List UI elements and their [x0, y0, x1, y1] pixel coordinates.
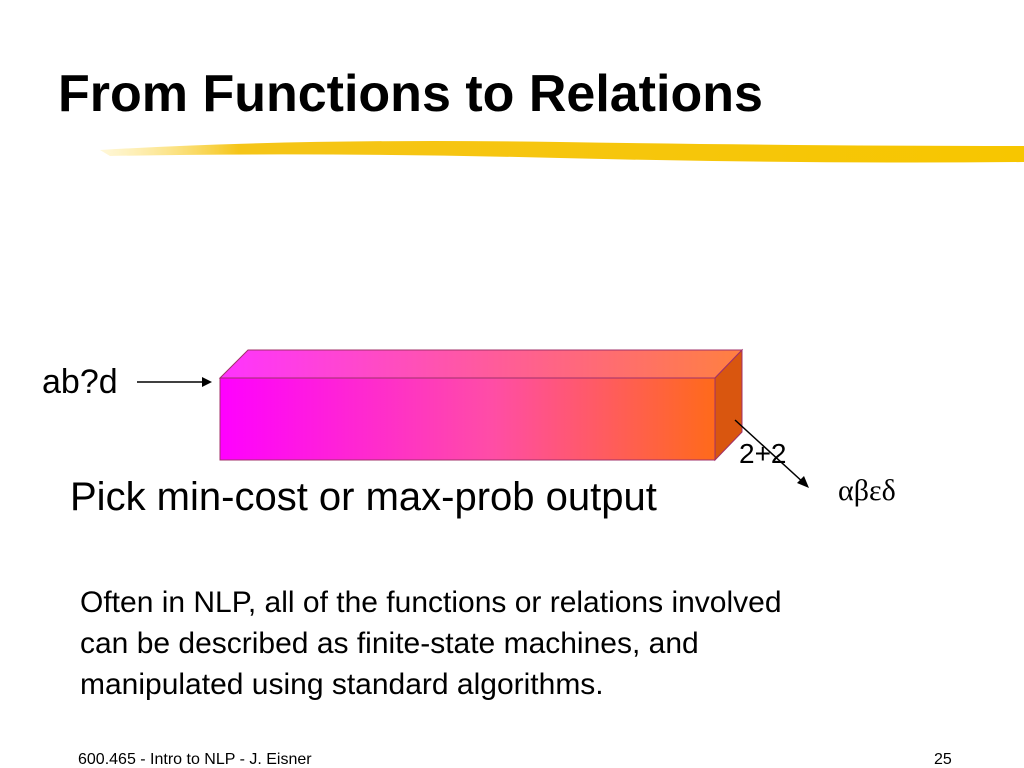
- footer-source: 600.465 - Intro to NLP - J. Eisner: [78, 751, 312, 768]
- caption: Pick min-cost or max-prob output: [70, 475, 657, 519]
- output-label: 2+2: [739, 438, 787, 469]
- body-line: manipulated using standard algorithms.: [80, 668, 604, 701]
- input-label: ab?d: [42, 363, 118, 401]
- box-front: [219, 377, 716, 461]
- box-top: [218, 349, 744, 379]
- output-arrow: [734, 419, 806, 485]
- body-line: can be described as finite-state machine…: [80, 627, 699, 660]
- arrowhead: [797, 476, 809, 488]
- arrowhead: [202, 377, 212, 387]
- body-line: Often in NLP, all of the functions or re…: [80, 586, 782, 619]
- title: From Functions to Relations: [58, 65, 763, 123]
- output-label: αβεδ: [838, 474, 896, 507]
- page-number: 25: [934, 751, 952, 768]
- title-underline: [100, 141, 1024, 163]
